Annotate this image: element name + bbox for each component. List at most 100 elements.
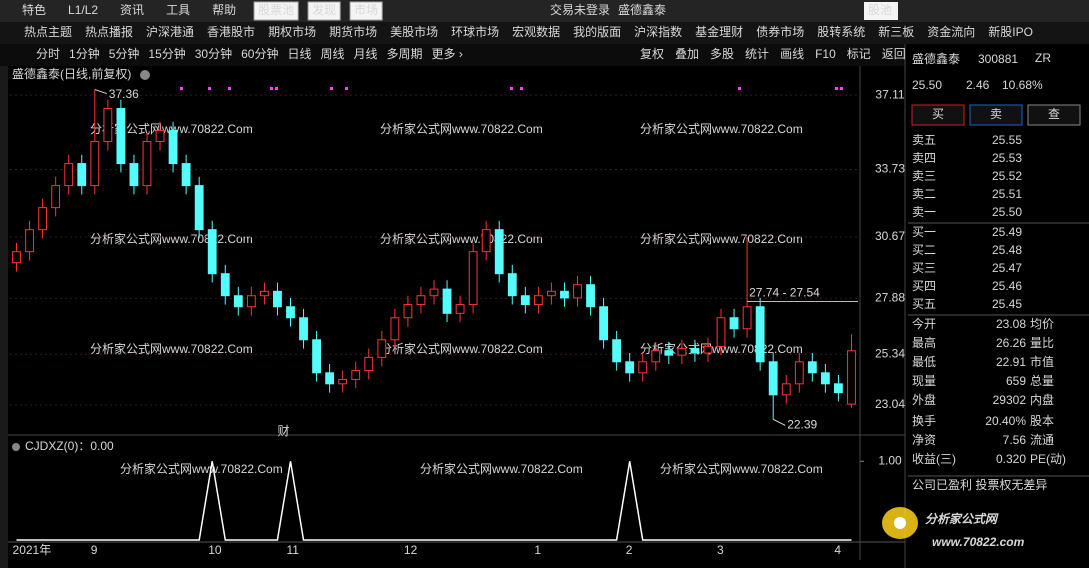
trade-button-label[interactable]: 查 bbox=[1048, 107, 1060, 121]
trade-button[interactable] bbox=[911, 104, 965, 126]
market-tab[interactable]: 资金流向 bbox=[927, 24, 975, 39]
tool-button[interactable]: 返回 bbox=[882, 47, 906, 61]
y-tick-label: 27.88 bbox=[875, 291, 905, 305]
high-pointer bbox=[94, 89, 107, 95]
signal-dot bbox=[228, 87, 231, 90]
indicator-icon bbox=[12, 443, 20, 451]
period-tab[interactable]: 60分钟 bbox=[241, 46, 278, 61]
tool-button[interactable]: 叠加 bbox=[675, 47, 699, 61]
side-strip bbox=[0, 66, 8, 568]
candle-body bbox=[625, 361, 635, 374]
period-tab[interactable]: 多周期 bbox=[387, 47, 423, 61]
period-tab[interactable]: 周线 bbox=[320, 47, 344, 61]
watermark: 分析家公式网www.70822.Com bbox=[380, 231, 543, 246]
candle-body bbox=[429, 288, 439, 297]
candle-body bbox=[299, 317, 308, 341]
candle-body bbox=[246, 295, 256, 308]
period-tab[interactable]: 5分钟 bbox=[109, 46, 140, 61]
period-tab[interactable]: 分时 bbox=[36, 47, 60, 61]
pool-button[interactable]: 股池 bbox=[868, 3, 892, 17]
period-tab[interactable]: 日线 bbox=[287, 47, 311, 61]
candle-body bbox=[77, 163, 87, 187]
signal-dot bbox=[738, 87, 741, 90]
candle-body bbox=[520, 295, 530, 306]
market-tab[interactable]: 新股IPO bbox=[988, 24, 1033, 39]
candle-body bbox=[507, 273, 517, 297]
menu-box bbox=[307, 1, 341, 21]
menu-boxed[interactable]: 发现 bbox=[312, 2, 336, 17]
candle-body bbox=[481, 229, 491, 253]
tool-button[interactable]: 统计 bbox=[745, 47, 769, 61]
market-tab[interactable]: 新三板 bbox=[878, 24, 914, 39]
tool-button[interactable]: 标记 bbox=[847, 47, 871, 61]
menu-item[interactable]: 帮助 bbox=[212, 3, 236, 17]
candle-body bbox=[51, 185, 61, 209]
stat-label: 换手 bbox=[912, 414, 936, 428]
candle-body bbox=[12, 251, 21, 264]
trade-button[interactable] bbox=[1027, 104, 1081, 126]
menu-item[interactable]: L1/L2 bbox=[68, 3, 98, 17]
stat-value: 26.26 bbox=[996, 336, 1026, 350]
book-price: 25.55 bbox=[992, 133, 1022, 147]
watermark: 分析家公式网www.70822.Com bbox=[660, 461, 823, 476]
menu-item[interactable]: 资讯 bbox=[120, 3, 144, 17]
menu-item[interactable]: 工具 bbox=[166, 3, 190, 17]
market-tab[interactable]: 宏观数据 bbox=[512, 24, 560, 39]
market-tab[interactable]: 我的版面 bbox=[573, 24, 621, 39]
candle-body bbox=[338, 378, 348, 385]
market-tab[interactable]: 债券市场 bbox=[756, 24, 804, 39]
tool-button[interactable]: 画线 bbox=[780, 47, 804, 61]
x-tick-label: 9 bbox=[91, 543, 98, 557]
period-tab[interactable]: 月线 bbox=[354, 47, 378, 61]
market-tab[interactable]: 香港股市 bbox=[207, 24, 255, 39]
trade-button-label[interactable]: 买 bbox=[932, 107, 944, 121]
price-change: 2.46 bbox=[966, 78, 990, 92]
signal-dot bbox=[835, 87, 838, 90]
menu-boxed[interactable]: 市场 bbox=[354, 2, 378, 17]
menu-item[interactable]: 特色 bbox=[22, 2, 46, 17]
x-tick-label: 10 bbox=[208, 543, 222, 557]
book-price: 25.46 bbox=[992, 279, 1022, 293]
trade-button-label[interactable]: 卖 bbox=[990, 107, 1002, 121]
x-tick-label: 2021年 bbox=[13, 543, 52, 557]
chart-menu-icon bbox=[140, 70, 150, 80]
stat-label: 收益(三) bbox=[912, 452, 956, 466]
candle-body bbox=[25, 229, 34, 253]
signal-dot bbox=[270, 87, 273, 90]
market-tab[interactable]: 沪深指数 bbox=[634, 24, 682, 39]
market-tab[interactable]: 股转系统 bbox=[817, 24, 865, 39]
x-tick-label: 3 bbox=[717, 543, 724, 557]
candle-body bbox=[155, 130, 165, 143]
stat-label: 今开 bbox=[912, 316, 936, 331]
y-tick-label: 33.73 bbox=[875, 162, 905, 176]
market-tab[interactable]: 基金理财 bbox=[695, 24, 743, 39]
stat-label: 最高 bbox=[912, 335, 936, 350]
indicator-line bbox=[16, 461, 852, 541]
menu-boxed[interactable]: 股票池 bbox=[258, 3, 294, 17]
tool-button[interactable]: 复权 bbox=[640, 47, 664, 61]
market-tab[interactable]: 热点主题 bbox=[24, 25, 72, 39]
trade-button[interactable] bbox=[969, 104, 1023, 126]
candle-body bbox=[325, 372, 335, 385]
chart-title: 盛德鑫泰(日线,前复权) bbox=[12, 66, 131, 81]
tool-button[interactable]: 多股 bbox=[710, 47, 734, 61]
market-tab[interactable]: 热点播报 bbox=[85, 24, 133, 39]
market-tab[interactable]: 期货市场 bbox=[329, 24, 377, 39]
period-tab[interactable]: 15分钟 bbox=[148, 46, 185, 61]
signal-dot bbox=[330, 87, 333, 90]
candle-body bbox=[807, 361, 817, 374]
tool-button[interactable]: F10 bbox=[815, 47, 836, 61]
period-tab[interactable]: 30分钟 bbox=[195, 46, 232, 61]
period-tab[interactable]: 更多 › bbox=[432, 47, 463, 61]
period-tab[interactable]: 1分钟 bbox=[69, 46, 100, 61]
watermark: 分析家公式网www.70822.Com bbox=[120, 461, 283, 476]
market-tab[interactable]: 美股市场 bbox=[390, 24, 438, 39]
stat-label: 净资 bbox=[912, 433, 936, 447]
market-tab[interactable]: 沪深港通 bbox=[146, 25, 194, 39]
candle-body bbox=[547, 290, 556, 297]
book-label: 买三 bbox=[912, 261, 936, 275]
market-tab[interactable]: 期权市场 bbox=[268, 24, 316, 39]
market-tab[interactable]: 环球市场 bbox=[451, 24, 499, 39]
market-bar bbox=[0, 22, 1089, 44]
